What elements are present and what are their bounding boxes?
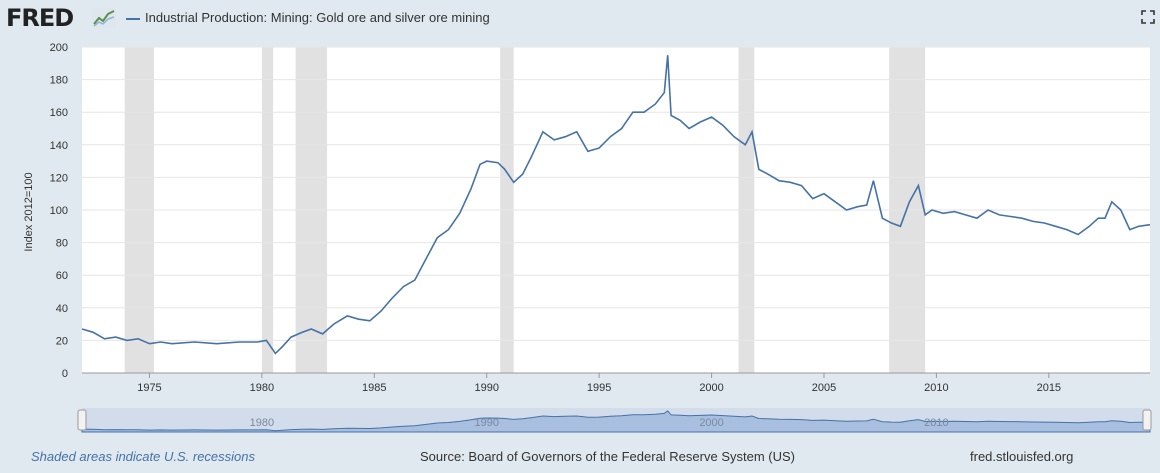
y-tick-label: 200 (50, 42, 68, 54)
navigator-tick-label: 2000 (699, 417, 723, 429)
x-tick-label: 2015 (1037, 382, 1061, 394)
x-tick-label: 1990 (474, 382, 498, 394)
y-tick-label: 20 (56, 335, 68, 347)
y-tick-label: 100 (50, 205, 68, 217)
site-link[interactable]: fred.stlouisfed.org (970, 449, 1074, 464)
y-tick-label: 160 (50, 107, 68, 119)
fred-logo[interactable]: FRED (6, 4, 74, 32)
navigator-right-handle[interactable] (1142, 409, 1152, 431)
y-tick-label: 140 (50, 140, 68, 152)
navigator-left-handle[interactable] (77, 409, 87, 431)
source-text: Source: Board of Governors of the Federa… (420, 449, 795, 464)
navigator-tick-label: 1980 (250, 417, 274, 429)
x-tick-label: 2005 (812, 382, 836, 394)
legend-line-marker (126, 17, 140, 20)
y-tick-label: 80 (56, 238, 68, 250)
series-line[interactable] (81, 55, 1151, 355)
x-tick-label: 1995 (587, 382, 611, 394)
x-tick-label: 1985 (362, 382, 386, 394)
x-tick-label: 2000 (699, 382, 723, 394)
y-tick-label: 60 (56, 270, 68, 282)
range-navigator[interactable]: 1980 1990 2000 2010 (0, 404, 1160, 436)
x-tick-label: 1980 (250, 382, 274, 394)
fullscreen-icon[interactable] (1141, 10, 1155, 24)
navigator-tick-label: 2010 (924, 417, 948, 429)
legend-label: Industrial Production: Mining: Gold ore … (145, 10, 490, 25)
x-tick-label: 1975 (137, 382, 161, 394)
navigator-tick-label: 1990 (474, 417, 498, 429)
y-tick-label: 180 (50, 75, 68, 87)
navigator-series-area (81, 410, 1151, 433)
y-tick-label: 40 (56, 303, 68, 315)
y-tick-label: 120 (50, 172, 68, 184)
x-tick-label: 2010 (924, 382, 948, 394)
fred-chart-icon (92, 8, 116, 28)
series-legend[interactable]: Industrial Production: Mining: Gold ore … (126, 10, 490, 25)
recession-note[interactable]: Shaded areas indicate U.S. recessions (31, 449, 256, 464)
chart-header: FRED Industrial Production: Mining: Gold… (0, 0, 1160, 36)
y-axis-label: Index 2012=100 (23, 172, 35, 251)
line-chart[interactable]: 0 20 40 60 80 100 120 140 160 180 200 1975 1980 1985… (0, 36, 1160, 398)
y-tick-label: 0 (62, 368, 68, 380)
